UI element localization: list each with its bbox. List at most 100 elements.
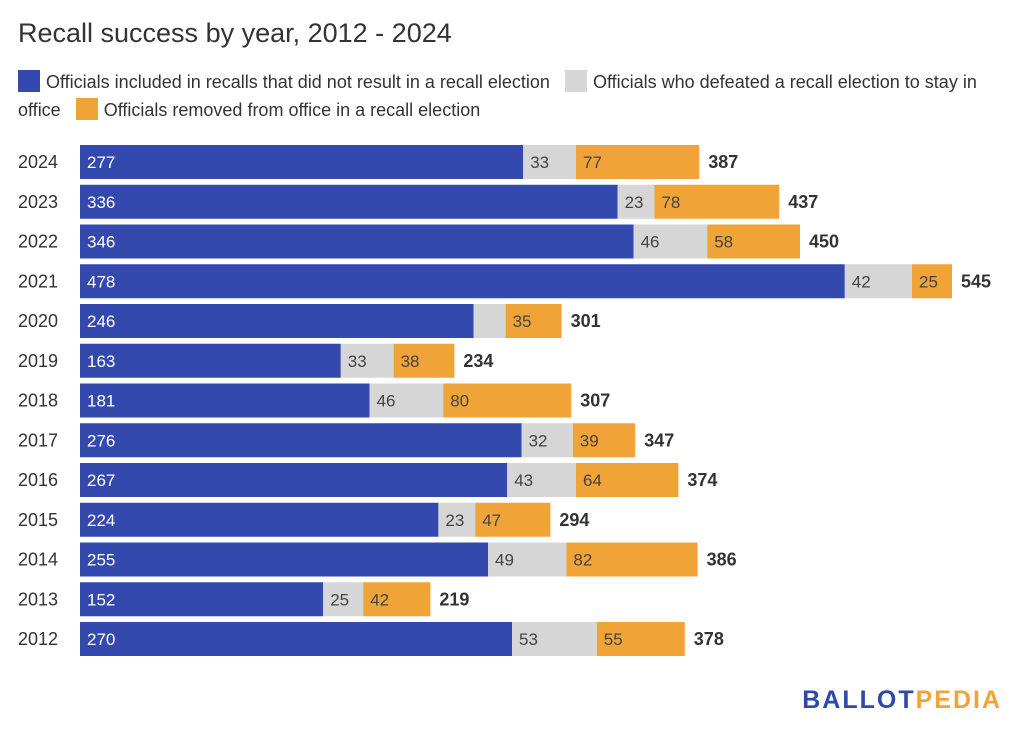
year-label: 2013: [18, 589, 58, 609]
data-label-removed: 35: [513, 312, 532, 331]
legend-item-no-election: Officials included in recalls that did n…: [18, 70, 550, 92]
data-label-defeated: 46: [641, 233, 660, 252]
total-label: 437: [788, 192, 818, 212]
data-label-defeated: 43: [514, 471, 533, 490]
data-label-defeated: 23: [625, 193, 644, 212]
legend-label-defeated: Officials who defeated a recall election…: [18, 72, 977, 120]
year-label: 2012: [18, 629, 58, 649]
legend-swatch-no-election: [18, 70, 40, 92]
bar-removed: [576, 463, 679, 497]
bar-defeated: [507, 463, 576, 497]
year-label: 2021: [18, 271, 58, 291]
year-label: 2020: [18, 311, 58, 331]
data-label-removed: 78: [661, 193, 680, 212]
total-label: 294: [559, 510, 589, 530]
data-label-removed: 77: [583, 153, 602, 172]
data-label-defeated: 25: [330, 590, 349, 609]
year-label: 2016: [18, 470, 58, 490]
data-label-no-election: 478: [87, 272, 115, 291]
data-label-defeated: 33: [348, 352, 367, 371]
bar-no-election: [80, 264, 845, 299]
year-label: 2015: [18, 510, 58, 530]
year-label: 2018: [18, 391, 58, 411]
total-label: 301: [571, 311, 601, 331]
data-label-defeated: 46: [377, 392, 396, 411]
total-label: 450: [809, 232, 839, 252]
data-label-defeated: 42: [852, 272, 871, 291]
bar-defeated: [340, 343, 394, 378]
bar-no-election: [80, 423, 522, 458]
total-label: 545: [961, 271, 991, 291]
year-label: 2022: [18, 232, 58, 252]
bar-defeated: [438, 502, 476, 537]
legend-label-no-election: Officials included in recalls that did n…: [46, 72, 550, 92]
data-label-no-election: 246: [87, 312, 115, 331]
bar-removed: [576, 145, 700, 179]
bar-no-election: [80, 343, 341, 378]
data-label-removed: 64: [583, 471, 602, 490]
legend-item-removed: Officials removed from office in a recal…: [75, 98, 480, 120]
bar-defeated: [512, 622, 597, 656]
bar-removed: [475, 502, 551, 537]
bar-no-election: [80, 622, 512, 656]
logo-part-pedia: PEDIA: [915, 686, 1002, 714]
total-label: 386: [707, 550, 737, 570]
bar-no-election: [80, 383, 370, 418]
bar-defeated: [617, 184, 655, 219]
data-label-removed: 42: [370, 590, 389, 609]
bar-defeated: [488, 542, 567, 577]
year-label: 2019: [18, 351, 58, 371]
data-label-defeated: 53: [519, 630, 538, 649]
bar-removed: [363, 582, 431, 617]
bar-no-election: [80, 145, 524, 179]
bar-removed: [596, 622, 685, 656]
year-label: 2017: [18, 430, 58, 450]
legend: Officials included in recalls that did n…: [18, 68, 1008, 124]
data-label-removed: 39: [580, 431, 599, 450]
data-label-removed: 80: [450, 392, 469, 411]
bar-removed: [707, 224, 800, 259]
data-label-removed: 55: [604, 630, 623, 649]
year-label: 2014: [18, 550, 58, 570]
data-label-defeated: 33: [530, 153, 549, 172]
bar-no-election: [80, 304, 474, 338]
legend-swatch-defeated: [564, 70, 587, 92]
total-label: 307: [580, 391, 610, 411]
data-label-no-election: 255: [87, 551, 115, 570]
data-label-no-election: 267: [87, 471, 115, 490]
total-label: 234: [463, 351, 493, 371]
bar-no-election: [80, 224, 634, 259]
bar-removed: [505, 304, 562, 338]
data-label-no-election: 224: [87, 511, 115, 530]
bar-no-election: [80, 463, 508, 497]
bar-defeated: [323, 582, 364, 617]
bar-defeated: [523, 145, 576, 179]
data-label-defeated: 32: [529, 431, 548, 450]
bar-removed: [654, 184, 780, 219]
data-label-no-election: 163: [87, 352, 115, 371]
bar-removed: [912, 264, 952, 299]
data-label-removed: 58: [714, 233, 733, 252]
total-label: 378: [694, 629, 724, 649]
legend-swatch-removed: [75, 98, 98, 120]
bar-defeated: [473, 304, 506, 338]
bar-defeated: [844, 264, 912, 299]
ballotpedia-logo: BALLOTPEDIA: [802, 686, 1002, 715]
data-label-removed: 25: [919, 272, 938, 291]
data-label-no-election: 270: [87, 630, 115, 649]
bar-no-election: [80, 542, 488, 577]
year-label: 2024: [18, 152, 58, 172]
legend-item-defeated: Officials who defeated a recall election…: [18, 70, 977, 120]
bar-removed: [566, 542, 698, 577]
data-label-no-election: 277: [87, 153, 115, 172]
bar-removed: [393, 343, 455, 378]
chart-title: Recall success by year, 2012 - 2024: [18, 18, 452, 48]
bar-removed: [572, 423, 636, 458]
bar-defeated: [633, 224, 708, 259]
data-label-no-election: 152: [87, 590, 115, 609]
year-label: 2023: [18, 192, 58, 212]
logo-part-ballot: BALLOT: [802, 686, 916, 714]
bar-defeated: [521, 423, 573, 458]
bar-no-election: [80, 502, 439, 537]
